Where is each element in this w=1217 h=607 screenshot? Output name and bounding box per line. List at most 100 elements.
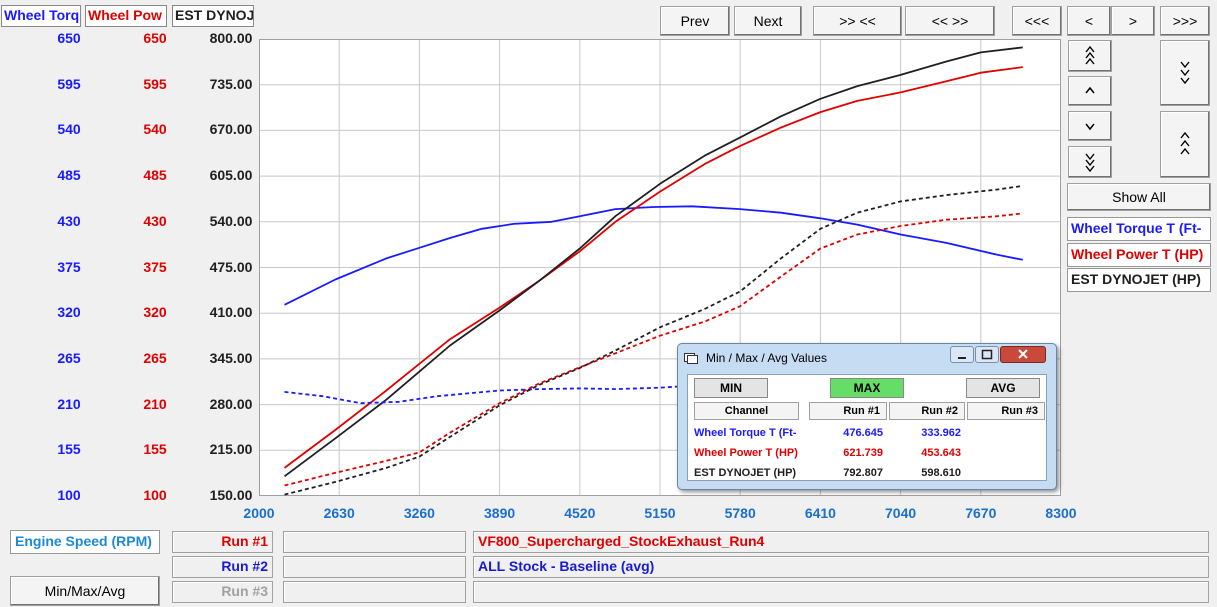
scale-up-button[interactable]	[1068, 76, 1112, 106]
row-torque-run1: 476.645	[843, 427, 883, 439]
triple-chevron-down-icon	[1180, 61, 1190, 85]
power-axis-tick: 210	[143, 395, 167, 412]
torque-axis-tick: 540	[57, 121, 81, 138]
row-channel-dynojet: EST DYNOJET (HP)	[694, 467, 797, 479]
scale-down-button[interactable]	[1068, 111, 1112, 141]
x-axis-tick: 5780	[724, 505, 756, 521]
min-max-avg-dialog: Min / Max / Avg Values MIN MAX AVG Chann…	[677, 343, 1057, 490]
pan-up-button[interactable]	[1160, 40, 1210, 106]
zoom-in-button[interactable]: >> <<	[813, 6, 902, 36]
dialog-body: MIN MAX AVG Channel Run #1 Run #2 Run #3…	[687, 374, 1047, 481]
run1-color-field[interactable]	[283, 531, 466, 553]
minimize-icon	[958, 357, 966, 359]
dynojet-axis-tick: 540.00	[209, 212, 253, 229]
max-tab-button[interactable]: MAX	[830, 378, 904, 398]
plot-border	[259, 39, 1061, 496]
dynojet-axis-tick: 280.00	[209, 395, 253, 412]
torque-axis-tick: 485	[57, 167, 81, 184]
next-button[interactable]: Next	[734, 6, 802, 36]
run1-label: Run #1	[172, 531, 273, 553]
forward-button[interactable]: >	[1111, 6, 1155, 36]
row-power-run1: 621.739	[843, 447, 883, 459]
col-header-channel: Channel	[694, 402, 799, 420]
power-axis-tick: 485	[143, 167, 167, 184]
torque-axis-header[interactable]: Wheel Torq	[1, 5, 81, 27]
dynojet-run1-line	[283, 66, 1023, 469]
chevron-up-icon	[1085, 86, 1095, 94]
scale-up-fast-button[interactable]	[1068, 40, 1112, 72]
power-axis-tick: 155	[143, 441, 167, 458]
dynojet-axis-tick: 150.00	[209, 487, 253, 503]
x-axis-tick: 2630	[323, 505, 355, 521]
close-button[interactable]	[1000, 346, 1046, 363]
dynojet-run1-line	[283, 46, 1023, 478]
dynojet-run2-line	[284, 212, 1023, 487]
min-max-avg-button[interactable]: Min/Max/Avg	[10, 576, 160, 606]
dynojet-axis-tick: 670.00	[209, 121, 253, 138]
zoom-out-button[interactable]: << >>	[905, 6, 995, 36]
close-icon	[1018, 349, 1028, 359]
run2-label: Run #2	[172, 556, 273, 578]
show-all-button[interactable]: Show All	[1067, 183, 1211, 211]
torque-axis-tick: 650	[57, 30, 81, 46]
avg-tab-button[interactable]: AVG	[966, 378, 1040, 398]
run3-label: Run #3	[172, 581, 273, 603]
dynojet-axis-header[interactable]: EST DYNOJ	[172, 5, 254, 27]
legend-item-dynojet[interactable]: EST DYNOJET (HP)	[1067, 268, 1211, 292]
dialog-title: Min / Max / Avg Values	[706, 351, 827, 365]
power-axis-header[interactable]: Wheel Pow	[85, 5, 167, 27]
x-axis-tick: 7040	[885, 505, 917, 521]
torque-axis-tick: 430	[57, 212, 81, 229]
col-header-run3: Run #3	[967, 402, 1045, 420]
torque-axis-tick: 100	[57, 487, 81, 503]
power-axis-tick: 265	[143, 349, 167, 366]
row-dynojet-run2: 598.610	[921, 467, 961, 479]
power-axis-tick: 595	[143, 75, 167, 92]
min-tab-button[interactable]: MIN	[694, 378, 768, 398]
power-axis-tick: 375	[143, 258, 167, 275]
dynojet-axis-tick: 475.00	[209, 258, 253, 275]
torque-axis-tick: 375	[57, 258, 81, 275]
dynojet-axis-tick: 735.00	[209, 75, 253, 92]
x-axis-tick: 5150	[644, 505, 676, 521]
torque-axis-tick: 155	[57, 441, 81, 458]
x-axis-tick: 4520	[564, 505, 596, 521]
power-axis-tick: 430	[143, 212, 167, 229]
legend-item-power[interactable]: Wheel Power T (HP)	[1067, 243, 1211, 267]
scale-down-fast-button[interactable]	[1068, 146, 1112, 178]
row-power-run2: 453.643	[921, 447, 961, 459]
run3-name[interactable]	[473, 581, 1209, 603]
x-channel-select[interactable]: Engine Speed (RPM)	[10, 530, 160, 554]
back-button[interactable]: <	[1067, 6, 1111, 36]
power-axis-tick: 320	[143, 304, 167, 321]
run2-name[interactable]: ALL Stock - Baseline (avg)	[473, 556, 1209, 578]
minimize-button[interactable]	[950, 346, 974, 363]
torque-axis-tick: 265	[57, 349, 81, 366]
dynojet-axis-tick: 215.00	[209, 441, 253, 458]
x-axis-tick: 6410	[804, 505, 836, 521]
dynojet-axis-tick: 410.00	[209, 304, 253, 321]
prev-button[interactable]: Prev	[660, 6, 730, 36]
run3-color-field[interactable]	[283, 581, 466, 603]
power-axis-tick: 540	[143, 121, 167, 138]
dynojet-axis-tick: 605.00	[209, 167, 253, 184]
maximize-button[interactable]	[975, 346, 999, 363]
double-chevron-up-icon	[1085, 45, 1095, 65]
double-chevron-down-icon	[1085, 153, 1095, 173]
dynojet-run2-line	[284, 185, 1023, 496]
first-button[interactable]: <<<	[1012, 6, 1062, 36]
last-button[interactable]: >>>	[1160, 6, 1210, 36]
row-torque-run2: 333.962	[921, 427, 961, 439]
col-header-run2: Run #2	[889, 402, 965, 420]
pan-down-button[interactable]	[1160, 111, 1210, 178]
run1-name[interactable]: VF800_Supercharged_StockExhaust_Run4	[473, 531, 1209, 553]
legend-item-torque[interactable]: Wheel Torque T (Ft-	[1067, 217, 1211, 241]
row-channel-power: Wheel Power T (HP)	[694, 447, 798, 459]
window-icon	[684, 353, 698, 364]
x-axis-tick: 3890	[484, 505, 516, 521]
run2-color-field[interactable]	[283, 556, 466, 578]
x-axis-tick: 8300	[1045, 505, 1077, 521]
x-axis-tick: 7670	[965, 505, 997, 521]
power-axis-tick: 100	[143, 487, 167, 503]
x-axis-tick: 3260	[403, 505, 435, 521]
